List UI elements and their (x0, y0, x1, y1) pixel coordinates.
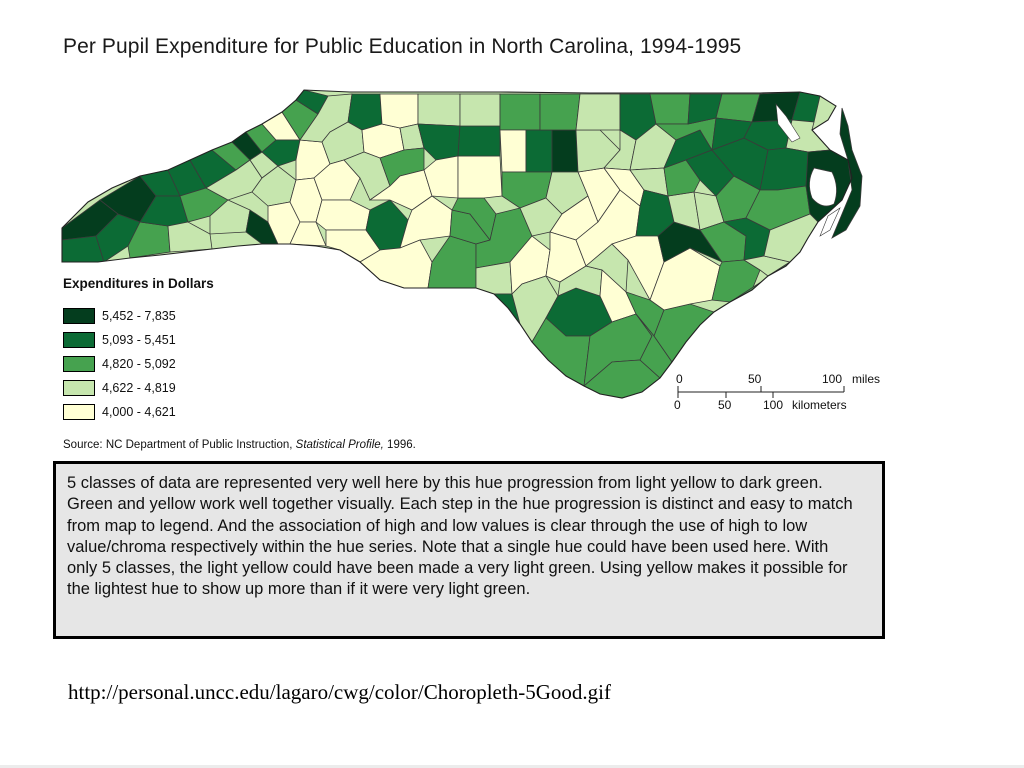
county (499, 93, 541, 131)
county (585, 243, 629, 293)
legend-label: 5,093 - 5,451 (102, 333, 176, 347)
caption-text: 5 classes of data are represented very w… (67, 474, 853, 599)
county (379, 93, 419, 129)
source-year: 1996. (383, 439, 416, 451)
county (457, 125, 501, 157)
source-prefix: Source: NC Department of Public Instruct… (63, 439, 296, 451)
scale-bar: 0 50 100 miles 0 50 100 kilometers (670, 372, 900, 417)
source-publication: Statistical Profile, (295, 439, 384, 451)
legend-label: 4,820 - 5,092 (102, 357, 176, 371)
legend-rows: 5,452 - 7,835 5,093 - 5,451 4,820 - 5,092 4… (63, 304, 214, 424)
county (499, 129, 527, 173)
county (475, 261, 513, 295)
map-title: Per Pupil Expenditure for Public Educati… (63, 35, 742, 58)
county (539, 93, 581, 131)
county (457, 155, 503, 199)
sound-water (819, 207, 841, 237)
scale-km-tick-0: 0 (674, 398, 681, 412)
county (459, 93, 501, 127)
legend-item: 5,093 - 5,451 (63, 328, 214, 352)
county (575, 93, 621, 131)
legend-swatch (63, 380, 95, 396)
county (525, 129, 553, 173)
county (649, 247, 721, 311)
scale-mile-tick-50: 50 (748, 372, 762, 386)
county (649, 93, 691, 125)
legend-item: 4,820 - 5,092 (63, 352, 214, 376)
legend-item: 4,622 - 4,819 (63, 376, 214, 400)
north-carolina-choropleth-map (61, 89, 863, 399)
legend: Expenditures in Dollars 5,452 - 7,835 5,0… (63, 276, 214, 424)
scale-mile-tick-100: 100 (822, 372, 843, 386)
legend-title: Expenditures in Dollars (63, 276, 214, 291)
scale-mile-tick-0: 0 (676, 372, 683, 386)
bottom-rule (0, 765, 1024, 768)
scale-km-unit: kilometers (792, 398, 847, 412)
county (551, 129, 579, 173)
legend-label: 5,452 - 7,835 (102, 309, 176, 323)
caption-box: 5 classes of data are represented very w… (53, 461, 885, 639)
legend-label: 4,622 - 4,819 (102, 381, 176, 395)
legend-swatch (63, 356, 95, 372)
scale-km-tick-100: 100 (763, 398, 784, 412)
source-url: http://personal.uncc.edu/lagaro/cwg/colo… (68, 680, 611, 704)
sound-water (775, 103, 801, 143)
legend-item: 4,000 - 4,621 (63, 400, 214, 424)
county (417, 93, 461, 127)
sound-water (809, 167, 837, 207)
county (759, 147, 809, 191)
state-border (61, 89, 853, 399)
legend-label: 4,000 - 4,621 (102, 405, 176, 419)
legend-swatch (63, 332, 95, 348)
legend-swatch (63, 404, 95, 420)
source-note: Source: NC Department of Public Instruct… (63, 439, 416, 451)
county (167, 221, 213, 253)
county (261, 139, 301, 167)
legend-swatch (63, 308, 95, 324)
outer-banks (831, 107, 863, 239)
scale-miles-unit: miles (852, 372, 881, 386)
scale-km-tick-50: 50 (718, 398, 732, 412)
scale-bar-lines (677, 386, 845, 398)
legend-item: 5,452 - 7,835 (63, 304, 214, 328)
counties (62, 90, 852, 398)
